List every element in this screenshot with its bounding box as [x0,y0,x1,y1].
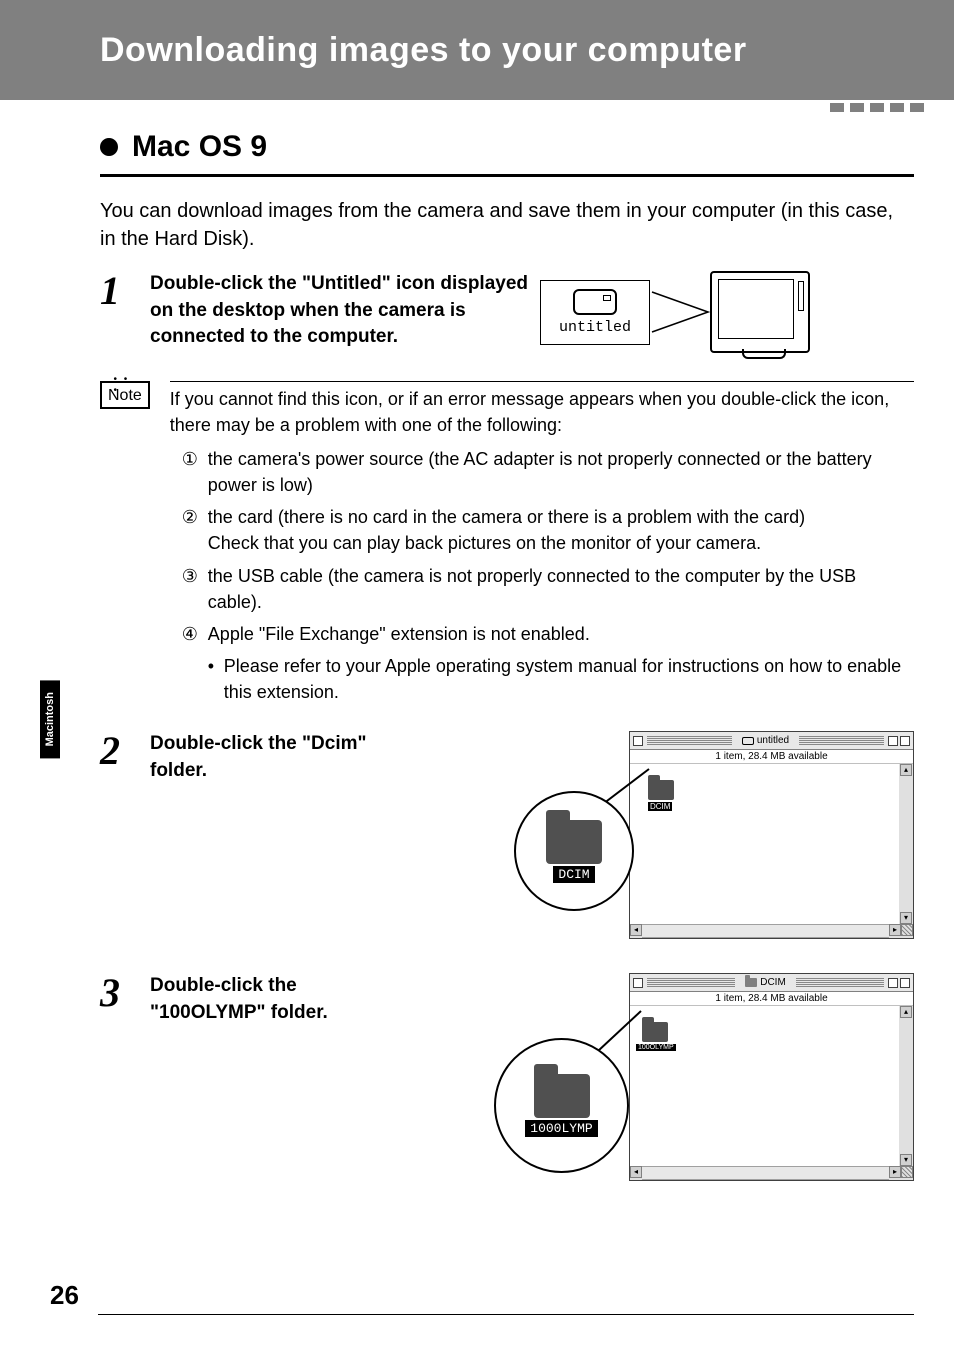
finder-titlebar: untitled [630,732,913,750]
note-sub-bullet: • [208,653,224,705]
note-body: If you cannot find this icon, or if an e… [170,381,914,705]
disk-label: untitled [559,319,631,336]
step-3-number: 3 [100,973,150,1013]
window-buttons [888,736,910,746]
note-item-3: ③ the USB cable (the camera is not prope… [182,563,914,615]
tiny-disk-icon [742,737,754,745]
olymp-callout-label: 1000LYMP [525,1120,597,1137]
resize-grip-icon [901,924,913,936]
bullet-icon [100,138,118,156]
note-subitem: • Please refer to your Apple operating s… [208,653,914,705]
note-item-2: ② the card (there is no card in the came… [182,504,914,556]
side-tab-macintosh: Macintosh [40,680,60,758]
section-title: Mac OS 9 [132,130,267,164]
note-item-2-mark: ② [182,504,208,556]
step-3: 3 Double-click the "100OLYMP" folder. DC… [100,973,914,1193]
note-item-3-mark: ③ [182,563,208,615]
close-box-icon [633,736,643,746]
page-number: 26 [50,1280,79,1311]
finder-info: 1 item, 28.4 MB available [630,750,913,764]
note-item-4: ④ Apple "File Exchange" extension is not… [182,621,914,647]
step-2-illustration: untitled 1 item, 28.4 MB available DCIM … [624,731,914,951]
page-footer-rule [98,1314,914,1315]
dcim-callout-label: DCIM [553,866,594,883]
finder-footer: ◂ ▸ [630,924,913,938]
note-lead: If you cannot find this icon, or if an e… [170,386,914,438]
connector-triangle-icon [650,282,710,342]
resize-grip-icon [901,1166,913,1178]
note-item-2-extra: Check that you can play back pictures on… [208,530,805,556]
scroll-right-icon: ▸ [889,924,901,936]
step-3-text: Double-click the "100OLYMP" folder. [150,973,387,1026]
finder-body: 100OLYMP ▴ ▾ [630,1006,913,1166]
step-2: 2 Double-click the "Dcim" folder. untitl… [100,731,914,951]
note-item-1-text: the camera's power source (the AC adapte… [208,446,914,498]
note-sub-text: Please refer to your Apple operating sys… [224,653,914,705]
header-title: Downloading images to your computer [100,31,747,70]
note-badge: Note [100,381,150,409]
decorative-dots [830,103,924,112]
note-item-4-mark: ④ [182,621,208,647]
untitled-disk-icon: untitled [540,280,650,345]
scroll-up-icon: ▴ [900,1006,912,1018]
finder-title: DCIM [760,977,786,988]
note-item-2-text: the card (there is no card in the camera… [208,504,805,530]
window-buttons [888,978,910,988]
step-2-text: Double-click the "Dcim" folder. [150,731,387,784]
finder-footer: ◂ ▸ [630,1166,913,1180]
finder-info: 1 item, 28.4 MB available [630,992,913,1006]
step-1-number: 1 [100,271,150,311]
note-item-4-text: Apple "File Exchange" extension is not e… [208,621,590,647]
scroll-left-icon: ◂ [630,924,642,936]
close-box-icon [633,978,643,988]
scroll-right-icon: ▸ [889,1166,901,1178]
step-1-illustration: untitled [540,271,810,353]
scroll-up-icon: ▴ [900,764,912,776]
note-item-3-text: the USB cable (the camera is not properl… [208,563,914,615]
finder-window-dcim: DCIM 1 item, 28.4 MB available 100OLYMP … [629,973,914,1181]
finder-window-untitled: untitled 1 item, 28.4 MB available DCIM … [629,731,914,939]
dcim-big-folder-icon [546,820,602,864]
step-1-text: Double-click the "Untitled" icon display… [150,271,530,351]
tiny-folder-icon [745,978,757,987]
page-header: Downloading images to your computer [0,0,954,100]
section-heading-row: Mac OS 9 [100,130,914,177]
note-item-1: ① the camera's power source (the AC adap… [182,446,914,498]
note-list: ① the camera's power source (the AC adap… [170,446,914,705]
scroll-down-icon: ▾ [900,1154,912,1166]
finder-titlebar: DCIM [630,974,913,992]
finder-body: DCIM ▴ ▾ [630,764,913,924]
olymp-big-folder-icon [534,1074,590,1118]
dcim-callout: DCIM [514,791,634,911]
step-3-illustration: DCIM 1 item, 28.4 MB available 100OLYMP … [624,973,914,1193]
step-1: 1 Double-click the "Untitled" icon displ… [100,271,914,353]
finder-title: untitled [757,735,789,746]
monitor-icon [710,271,810,353]
note-item-1-mark: ① [182,446,208,498]
scroll-down-icon: ▾ [900,912,912,924]
olymp-callout: 1000LYMP [494,1038,629,1173]
scroll-left-icon: ◂ [630,1166,642,1178]
note-block: Note If you cannot find this icon, or if… [100,381,914,705]
step-2-number: 2 [100,731,150,771]
disk-icon [573,289,617,315]
intro-paragraph: You can download images from the camera … [100,197,914,253]
